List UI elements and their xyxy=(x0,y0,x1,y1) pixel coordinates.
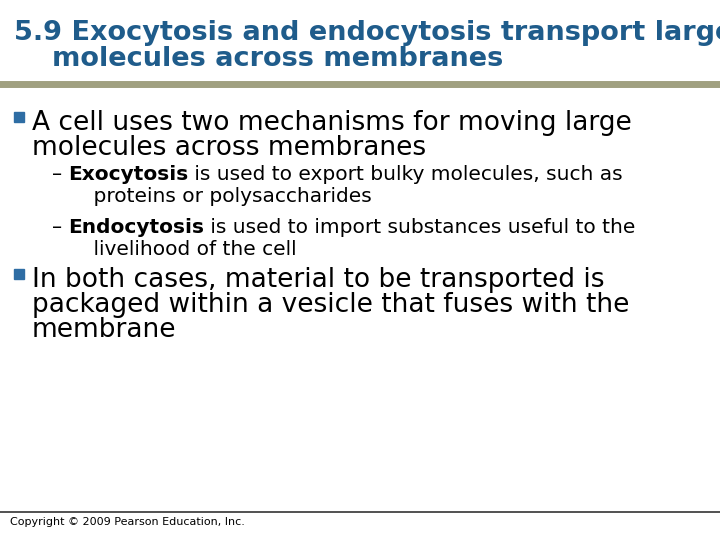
Text: In both cases, material to be transported is: In both cases, material to be transporte… xyxy=(32,267,605,293)
Text: Endocytosis: Endocytosis xyxy=(68,218,204,237)
Text: is used to export bulky molecules, such as: is used to export bulky molecules, such … xyxy=(188,165,623,184)
Text: packaged within a vesicle that fuses with the: packaged within a vesicle that fuses wit… xyxy=(32,292,629,318)
Bar xyxy=(14,112,24,122)
Text: membrane: membrane xyxy=(32,317,176,343)
Text: livelihood of the cell: livelihood of the cell xyxy=(68,240,297,259)
Text: –: – xyxy=(52,165,62,184)
Text: proteins or polysaccharides: proteins or polysaccharides xyxy=(68,187,372,206)
Text: is used to import substances useful to the: is used to import substances useful to t… xyxy=(204,218,635,237)
Text: 5.9 Exocytosis and endocytosis transport large: 5.9 Exocytosis and endocytosis transport… xyxy=(14,20,720,46)
Text: Exocytosis: Exocytosis xyxy=(68,165,188,184)
Text: Copyright © 2009 Pearson Education, Inc.: Copyright © 2009 Pearson Education, Inc. xyxy=(10,517,245,527)
Text: –: – xyxy=(52,218,62,237)
Text: A cell uses two mechanisms for moving large: A cell uses two mechanisms for moving la… xyxy=(32,110,631,136)
Bar xyxy=(14,269,24,279)
Text: molecules across membranes: molecules across membranes xyxy=(14,46,503,72)
Text: molecules across membranes: molecules across membranes xyxy=(32,135,426,161)
